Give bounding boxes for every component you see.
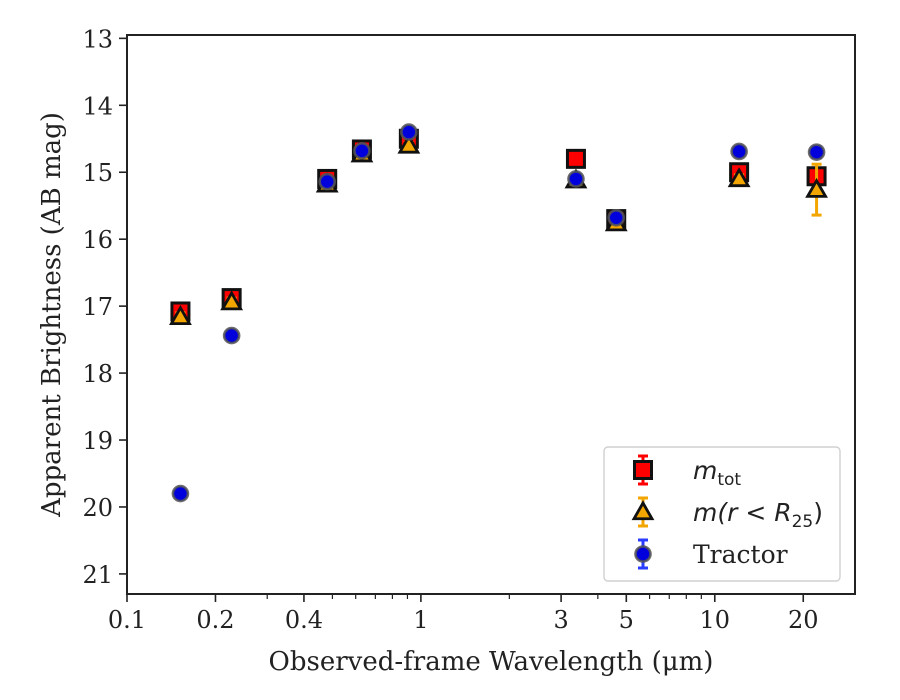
x-tick-label: 1 xyxy=(413,606,428,634)
legend-box xyxy=(603,446,841,582)
data-point xyxy=(631,500,655,521)
legend-label-sub: 25 xyxy=(792,512,814,532)
y-tick-label: 19 xyxy=(82,427,113,455)
legend-entry-0: mtot xyxy=(633,454,741,490)
y-tick-label: 16 xyxy=(82,226,113,254)
data-point xyxy=(353,142,371,160)
legend-label: m(r < R25) xyxy=(693,498,823,532)
x-tick-label: 0.1 xyxy=(108,606,146,634)
x-tick-label: 20 xyxy=(788,606,819,634)
data-point xyxy=(565,148,586,169)
data-point xyxy=(171,484,190,503)
y-tick-label: 21 xyxy=(82,561,113,589)
data-marks xyxy=(169,123,828,503)
data-point xyxy=(220,290,244,311)
x-tick-label: 3 xyxy=(553,606,568,634)
y-tick-label: 20 xyxy=(82,494,113,522)
legend: mtot m(r < R25) Tractor xyxy=(603,446,841,582)
x-tick-label: 0.2 xyxy=(196,606,234,634)
y-tick-label: 15 xyxy=(82,159,113,187)
legend-entry-1: m(r < R25) xyxy=(631,496,823,532)
legend-label-main: m xyxy=(693,456,717,485)
y-tick-label: 14 xyxy=(82,92,113,120)
data-point xyxy=(633,460,653,480)
y-tick-label: 13 xyxy=(82,25,113,53)
data-point xyxy=(634,545,652,563)
data-point xyxy=(318,172,337,191)
data-point xyxy=(400,123,418,141)
x-axis-title: Observed-frame Wavelength (μm) xyxy=(269,647,714,677)
y-tick-label: 18 xyxy=(82,360,113,388)
y-axis-title: Apparent Brightness (AB mag) xyxy=(37,112,67,518)
legend-label: mtot xyxy=(693,456,741,490)
x-tick-label: 0.4 xyxy=(285,606,323,634)
data-point xyxy=(567,170,585,188)
series-2 xyxy=(171,123,826,503)
legend-entry-2: Tractor xyxy=(634,538,788,570)
x-tick-label: 5 xyxy=(619,606,634,634)
data-point xyxy=(730,142,748,161)
legend-label-main: m(r < R xyxy=(693,498,792,527)
data-point xyxy=(169,305,192,325)
legend-label: Tractor xyxy=(693,540,788,569)
x-tick-label: 10 xyxy=(700,606,731,634)
data-point xyxy=(805,177,828,198)
y-tick-label: 17 xyxy=(82,293,113,321)
legend-label-close: ) xyxy=(813,498,823,527)
plot-frame xyxy=(126,34,856,595)
data-point xyxy=(397,133,421,154)
data-point xyxy=(222,326,241,345)
data-point xyxy=(727,167,751,188)
data-point xyxy=(607,208,626,227)
data-point xyxy=(807,143,826,161)
legend-label-sub: tot xyxy=(717,470,741,490)
